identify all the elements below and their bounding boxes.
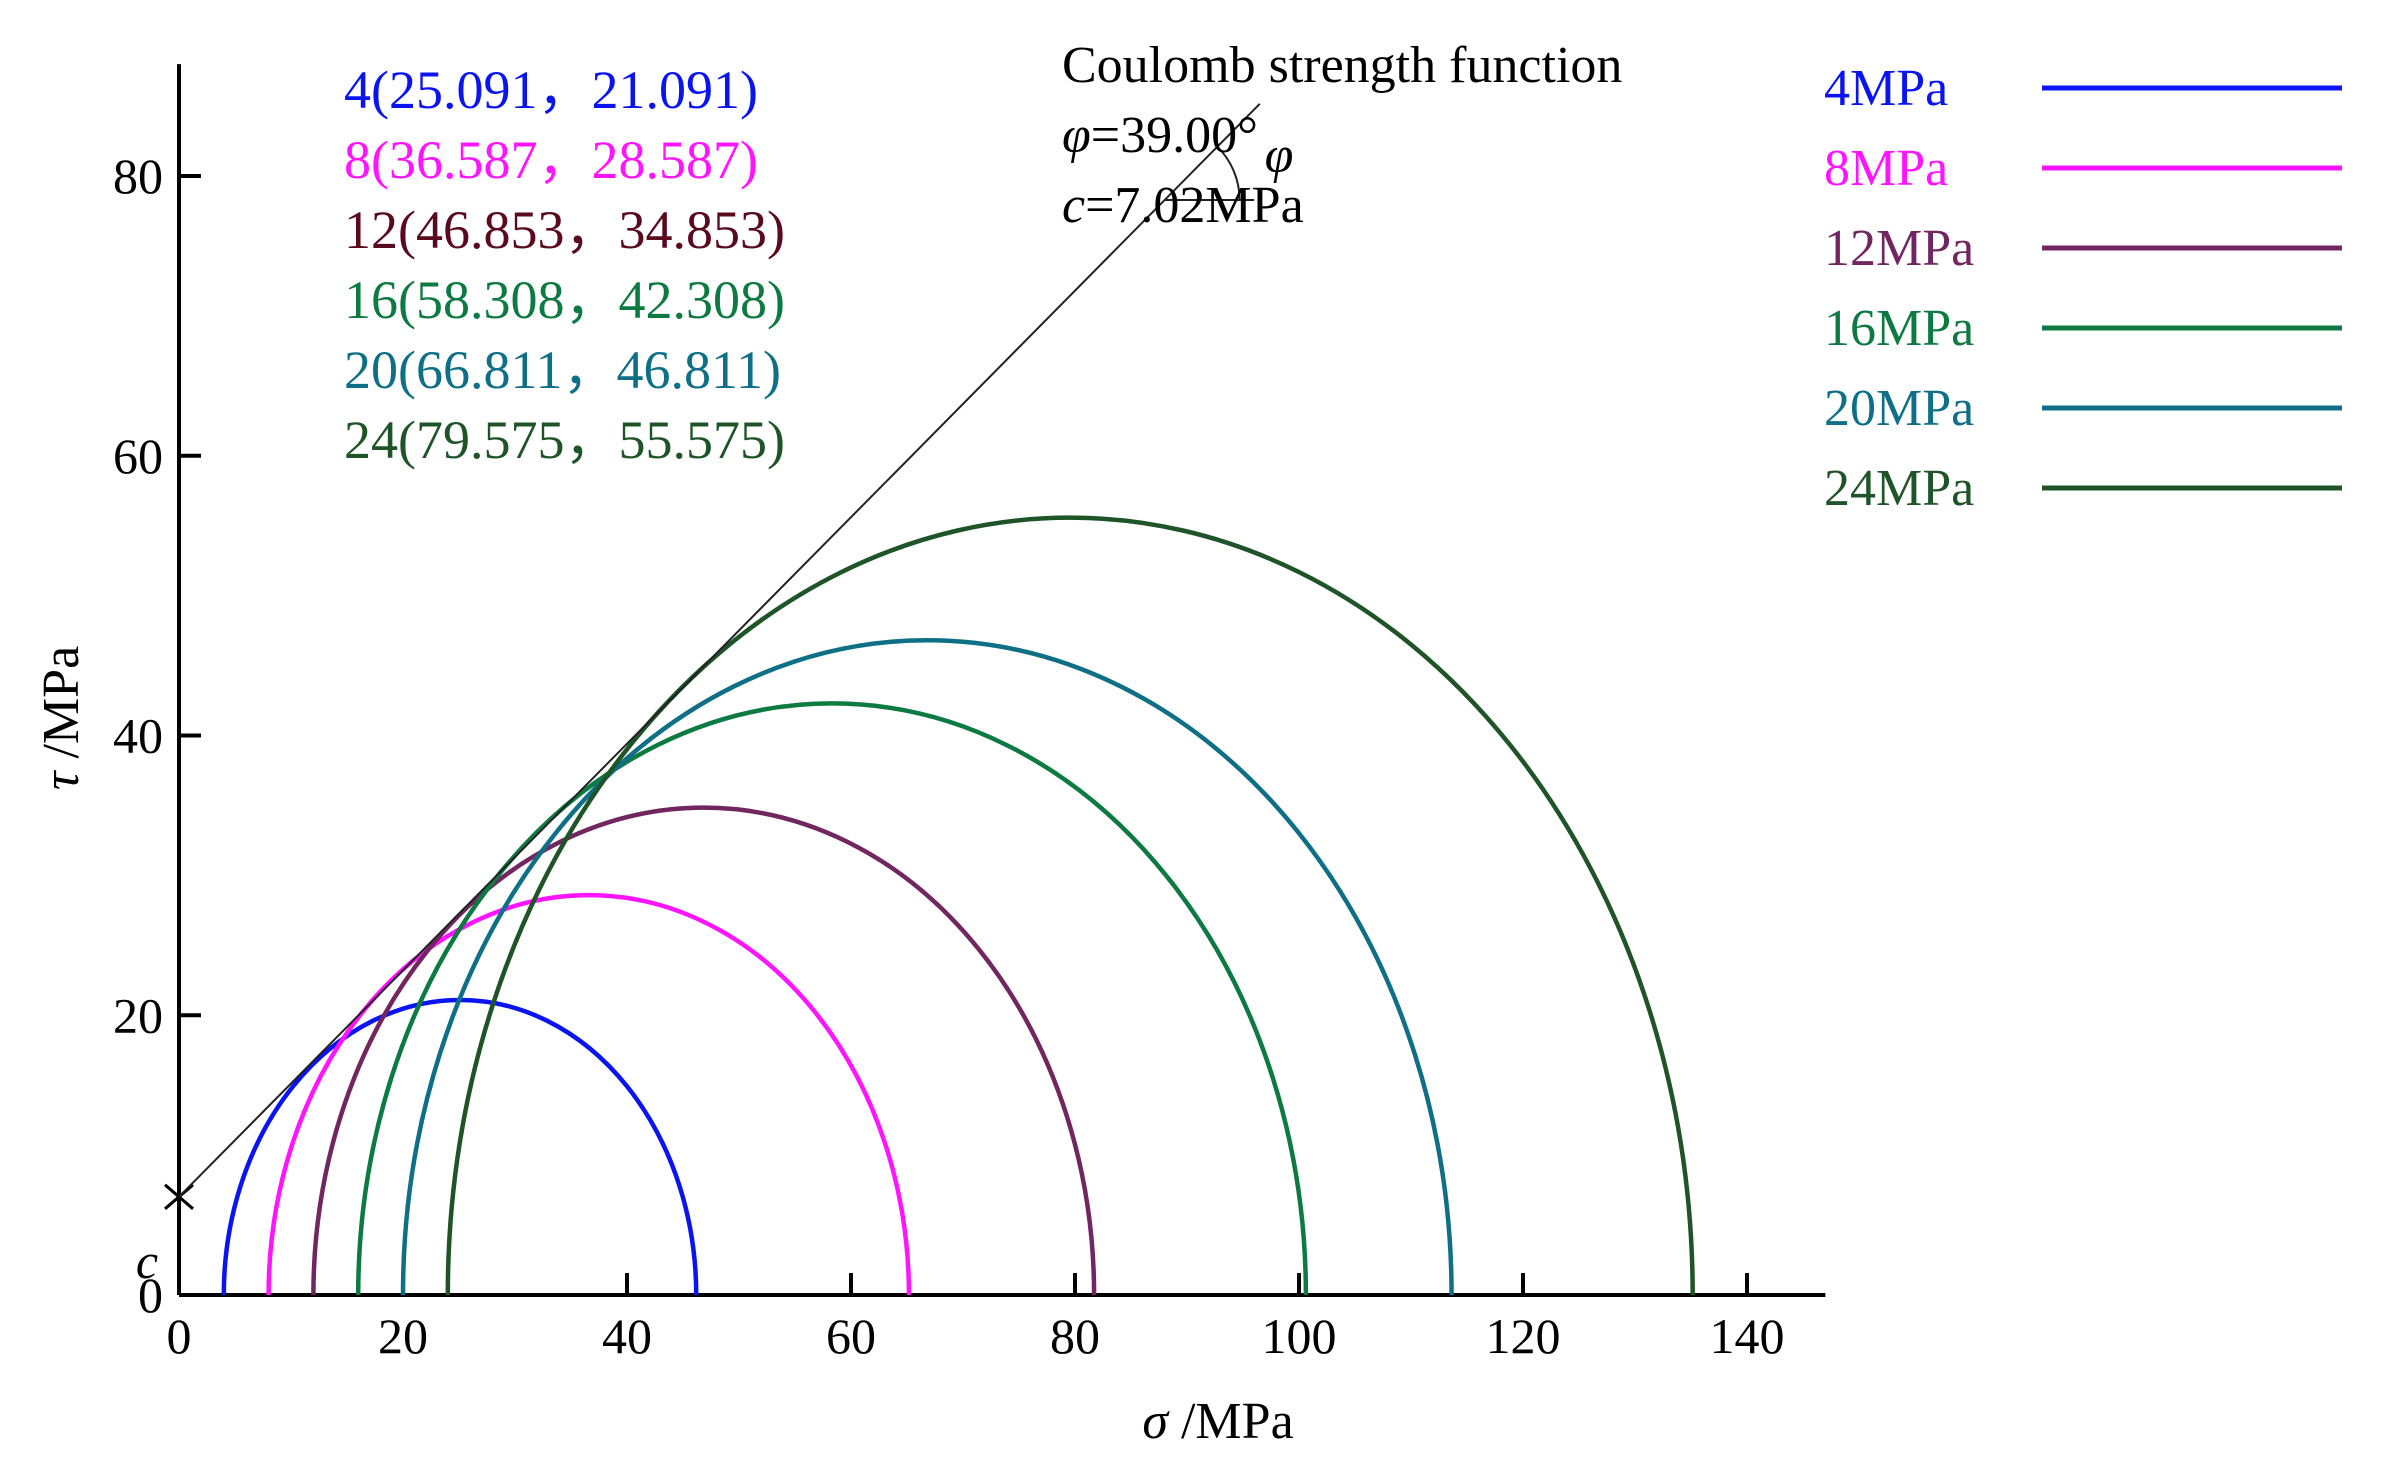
x-axis-symbol: σ [1142, 1393, 1170, 1450]
phi-symbol: φ [1062, 107, 1091, 164]
y-axis-title: τ /MPa [33, 646, 90, 790]
legend-label-16MPa: 16MPa [1824, 300, 1974, 357]
c-symbol: c [1062, 177, 1085, 234]
coulomb-c-text: c=7.02MPa [1062, 177, 1304, 234]
circle-annotation-16MPa: 16(58.308，42.308) [344, 270, 785, 330]
x-tick-label: 140 [1710, 1308, 1785, 1364]
legend-label-12MPa: 12MPa [1824, 220, 1974, 277]
angle-arc [1216, 146, 1241, 201]
coulomb-phi-text: φ=39.00° [1062, 107, 1258, 164]
legend-group: 4MPa 8MPa 12MPa 16MPa 20MPa 24MPa [1824, 60, 2342, 517]
cohesion-marker-label: c [136, 1233, 158, 1289]
circle-annotation-4MPa: 4(25.091，21.091) [344, 60, 758, 120]
y-tick-label: 20 [113, 987, 163, 1043]
x-tick-label: 40 [602, 1308, 652, 1364]
x-axis-title: σ /MPa [1142, 1393, 1293, 1450]
y-axis-unit: /MPa [33, 646, 90, 772]
axes-group: 0 20 40 60 80 100 120 140 0 20 40 60 80 c [113, 64, 1826, 1364]
circle-annotation-20MPa: 20(66.811，46.811) [344, 340, 781, 400]
mohr-circle-12MPa [311, 805, 1097, 1296]
x-axis-unit: /MPa [1168, 1393, 1294, 1450]
mohr-circle-24MPa [445, 515, 1695, 1296]
y-tick-label: 40 [113, 708, 163, 764]
x-tick-label: 120 [1486, 1308, 1561, 1364]
y-tick-label: 80 [113, 148, 163, 204]
x-tick-label: 100 [1262, 1308, 1337, 1364]
legend-label-8MPa: 8MPa [1824, 140, 1948, 197]
mohr-circle-16MPa [355, 700, 1309, 1296]
phi-value: =39.00° [1091, 107, 1258, 164]
mohr-circle-8MPa [266, 892, 912, 1296]
x-tick-label: 20 [378, 1308, 428, 1364]
circle-annotation-24MPa: 24(79.575，55.575) [344, 410, 785, 470]
legend-label-20MPa: 20MPa [1824, 380, 1974, 437]
coulomb-title: Coulomb strength function [1062, 37, 1622, 94]
x-tick-label: 60 [826, 1308, 876, 1364]
x-tick-label: 80 [1050, 1308, 1100, 1364]
mohr-circles-group [221, 515, 1695, 1296]
coulomb-envelope-line [178, 103, 1261, 1198]
legend-label-4MPa: 4MPa [1824, 60, 1948, 117]
mohr-circle-20MPa [400, 638, 1454, 1296]
coulomb-envelope-group: φ [178, 103, 1294, 1198]
circle-annotation-8MPa: 8(36.587，28.587) [344, 130, 758, 190]
c-value: =7.02MPa [1085, 177, 1304, 234]
circle-annotation-12MPa: 12(46.853，34.853) [344, 200, 785, 260]
y-tick-label: 0 [138, 1267, 163, 1323]
circle-annotations-group: 4(25.091，21.091) 8(36.587，28.587) 12(46.85… [344, 60, 785, 470]
x-tick-label: 0 [167, 1308, 192, 1364]
y-axis-symbol: τ [33, 769, 90, 790]
legend-label-24MPa: 24MPa [1824, 460, 1974, 517]
y-tick-label: 60 [113, 428, 163, 484]
angle-label: φ [1265, 127, 1294, 184]
